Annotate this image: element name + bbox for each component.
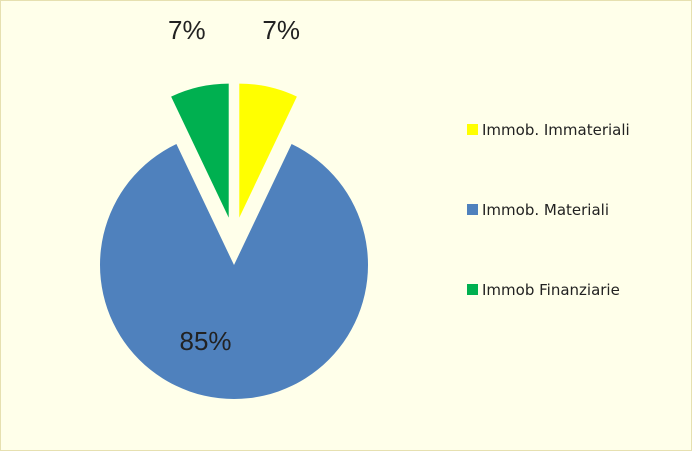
data-label: 7% (168, 15, 206, 45)
pie-slice (100, 144, 369, 399)
pie-chart: 7% 85% 7% (100, 15, 369, 399)
legend-entry: Immob. Materiali (467, 199, 667, 279)
data-label: 7% (262, 15, 300, 45)
legend-marker (467, 284, 478, 295)
legend-entry: Immob Finanziarie (467, 279, 667, 359)
legend-label: Immob. Immateriali (482, 121, 630, 139)
legend-marker (467, 124, 478, 135)
legend-entry: Immob. Immateriali (467, 119, 667, 199)
pie-slice (171, 83, 229, 218)
pie-slice (239, 83, 297, 218)
legend-label: Immob Finanziarie (482, 281, 620, 299)
legend-label: Immob. Materiali (482, 201, 609, 219)
data-label: 85% (179, 326, 231, 356)
legend: Immob. Immateriali Immob. Materiali Immob … (467, 119, 667, 359)
legend-marker (467, 204, 478, 215)
